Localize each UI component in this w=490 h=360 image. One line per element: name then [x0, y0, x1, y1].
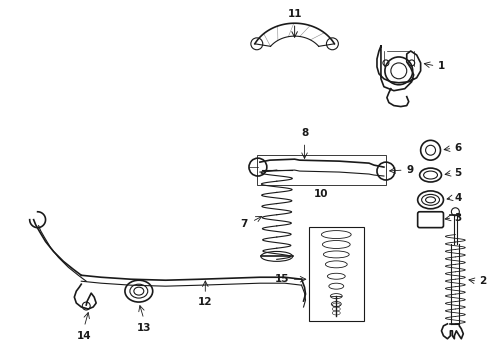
Text: 14: 14: [77, 331, 92, 341]
Text: 7: 7: [241, 219, 248, 229]
Bar: [310, 227, 364, 321]
Text: 6: 6: [454, 143, 462, 153]
Text: 11: 11: [287, 9, 302, 19]
Text: 3: 3: [454, 213, 462, 223]
Bar: [257, 155, 386, 185]
Text: 8: 8: [301, 128, 308, 138]
Text: 10: 10: [314, 189, 329, 199]
Text: 2: 2: [479, 276, 487, 286]
Text: 13: 13: [137, 323, 151, 333]
Text: 9: 9: [407, 165, 414, 175]
Text: 4: 4: [454, 193, 462, 203]
Text: 12: 12: [198, 297, 213, 307]
Text: 5: 5: [454, 168, 462, 178]
Text: 1: 1: [438, 61, 445, 71]
Text: 15: 15: [275, 274, 290, 284]
